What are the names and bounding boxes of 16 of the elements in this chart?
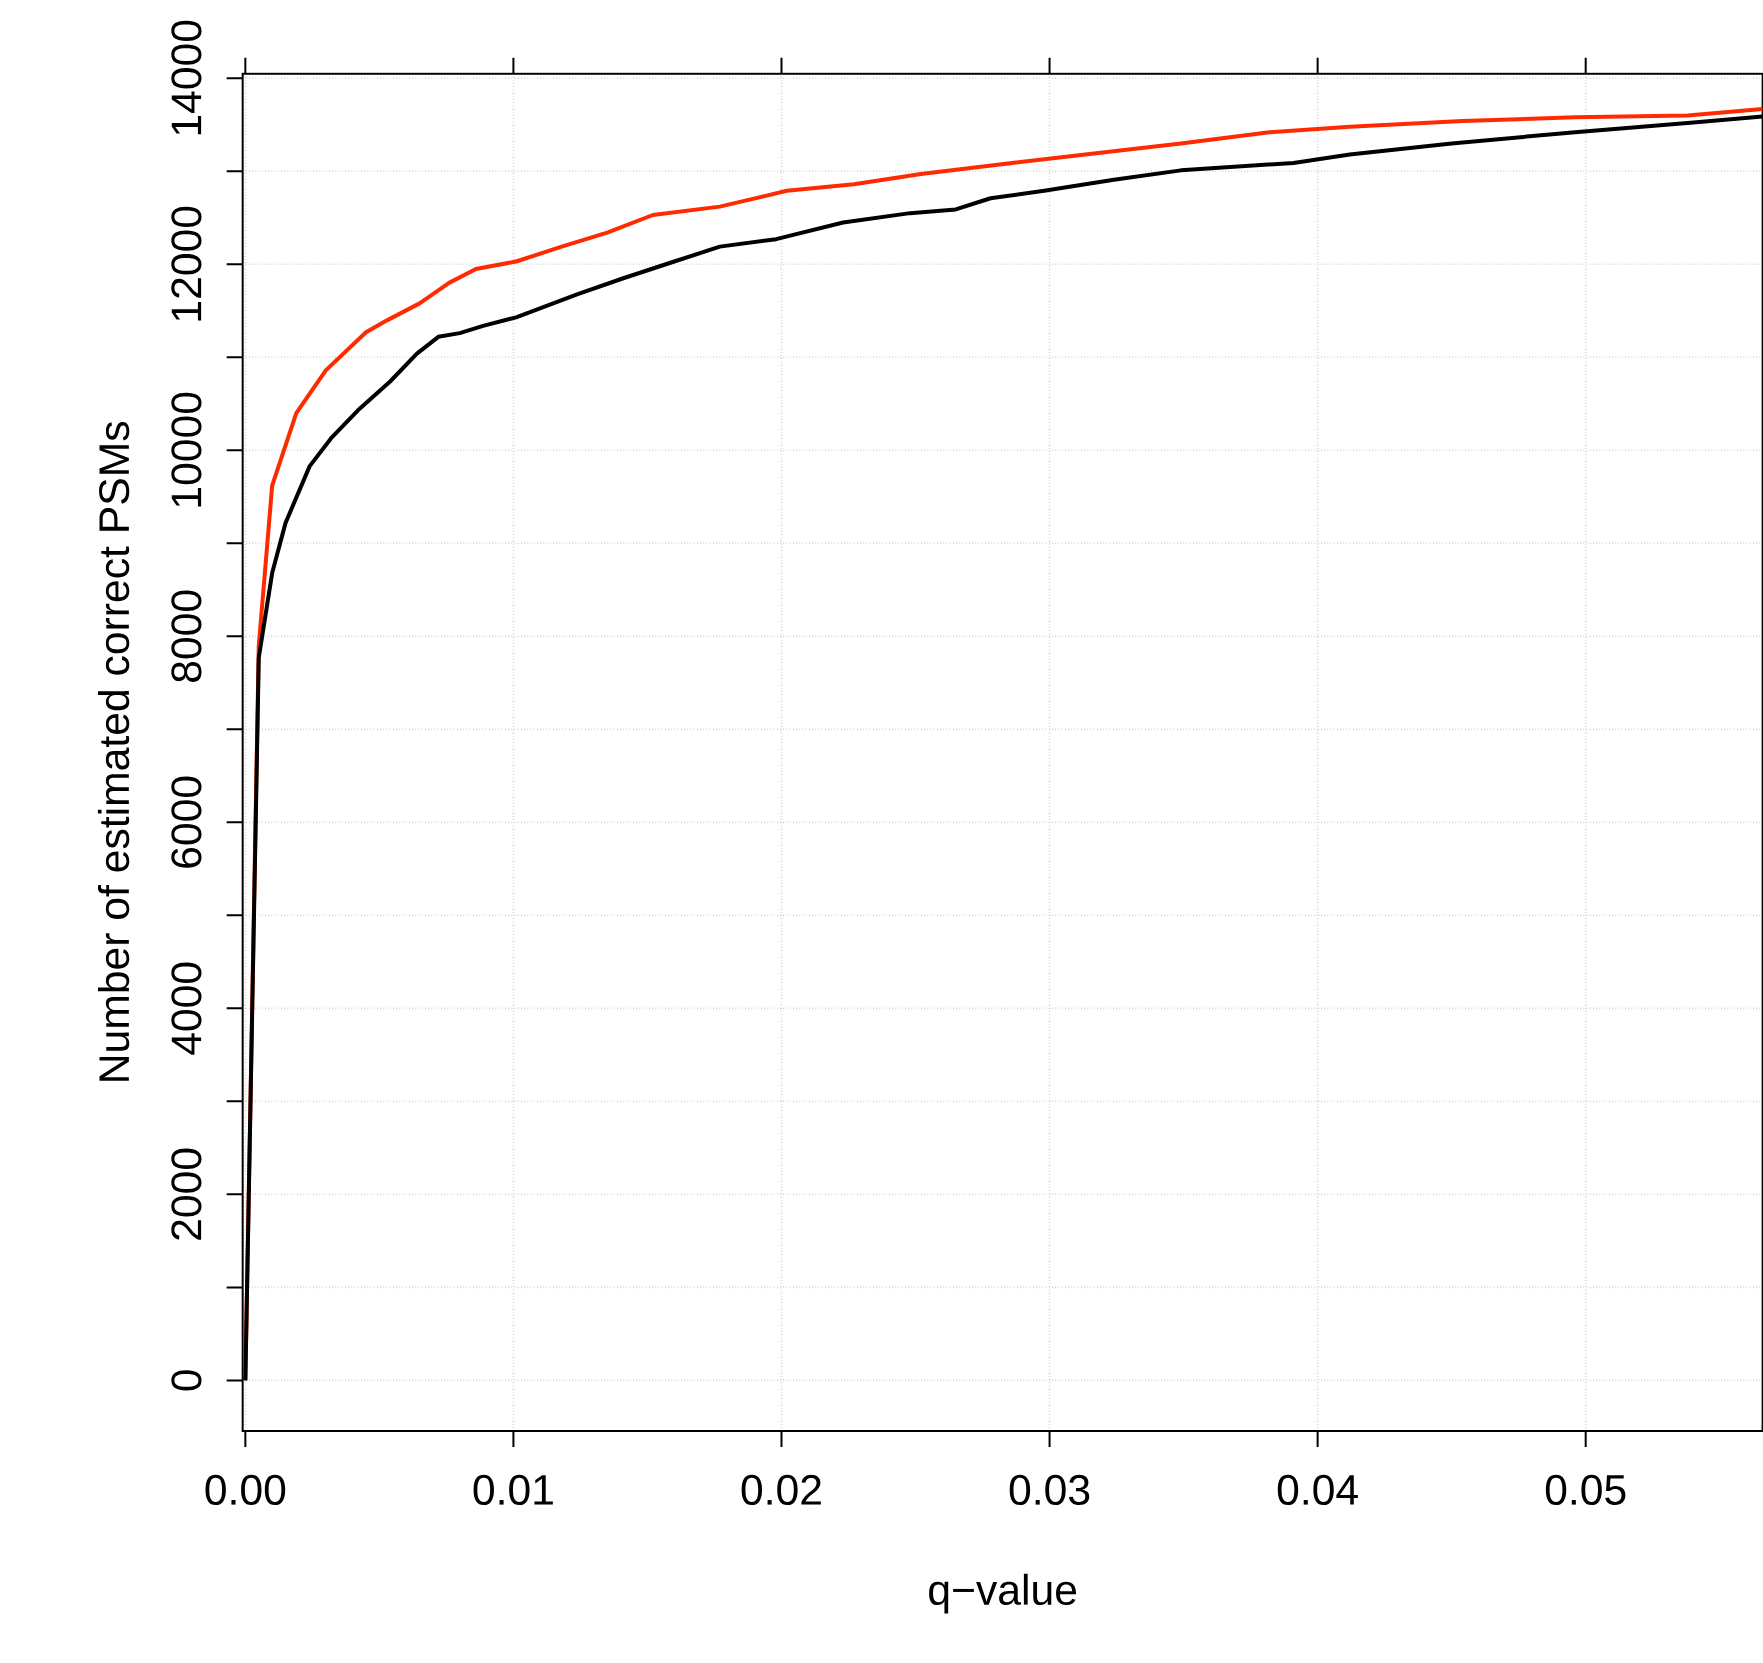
x-axis-title: q−value	[929, 1573, 1077, 1614]
x-tick-label: 0.02	[741, 1474, 821, 1506]
x-tick-label: 0.01	[473, 1474, 553, 1506]
y-tick-label: 4000	[171, 962, 202, 1055]
y-tick-label: 6000	[171, 776, 202, 868]
y-tick-label: 8000	[171, 590, 202, 682]
y-tick-label: 14000	[171, 20, 202, 135]
x-tick-label: 0.04	[1277, 1474, 1358, 1506]
y-tick-label: 0	[171, 1370, 202, 1391]
x-tick-label: 0.05	[1545, 1474, 1626, 1506]
y-tick-label: 12000	[171, 206, 202, 321]
y-axis-title: Number of estimated correct PSMs	[97, 421, 130, 1081]
x-tick-label: 0.00	[205, 1474, 286, 1506]
y-tick-label: 2000	[171, 1148, 202, 1240]
y-tick-label: 10000	[171, 392, 202, 507]
x-tick-label: 0.03	[1009, 1474, 1090, 1506]
